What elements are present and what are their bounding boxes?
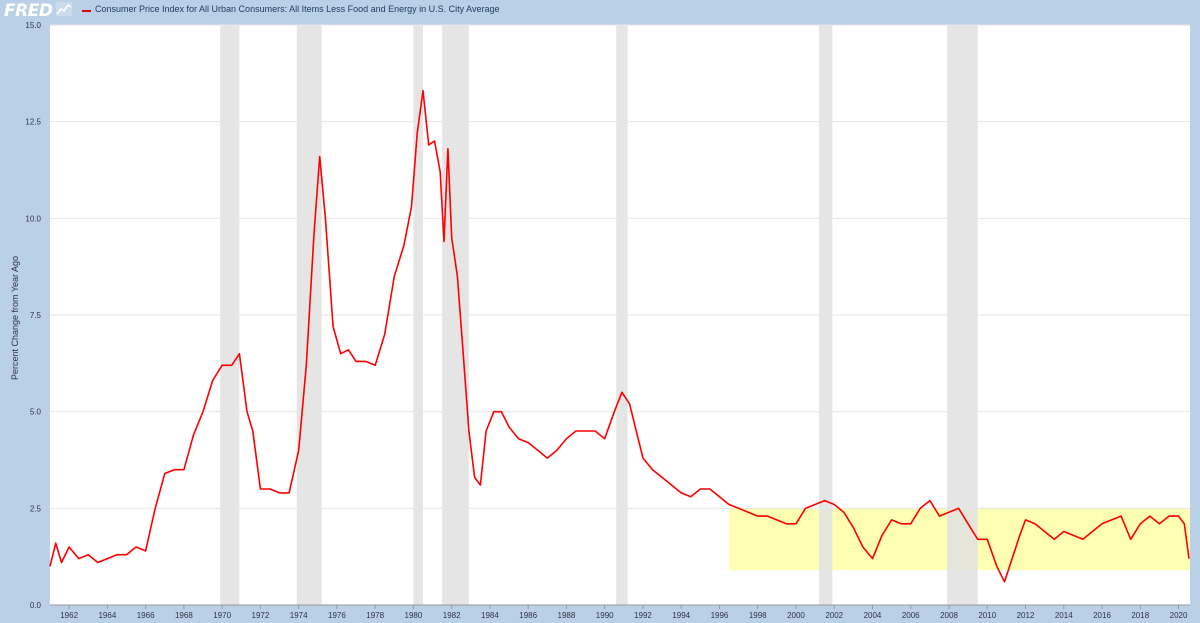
y-axis-label: Percent Change from Year Ago xyxy=(10,256,20,380)
x-tick-label: 1970 xyxy=(213,611,231,620)
y-tick-label: 10.0 xyxy=(25,214,41,223)
x-tick-label: 1968 xyxy=(175,611,193,620)
x-tick-label: 1962 xyxy=(60,611,78,620)
chart-header: FRED Consumer Price Index for All Urban … xyxy=(0,0,1200,22)
x-tick-label: 2000 xyxy=(787,611,805,620)
legend-swatch xyxy=(82,10,91,12)
x-tick-label: 1978 xyxy=(366,611,384,620)
x-tick-label: 1964 xyxy=(98,611,116,620)
x-tick-label: 1998 xyxy=(749,611,767,620)
legend-label: Consumer Price Index for All Urban Consu… xyxy=(95,4,500,14)
x-tick-label: 2010 xyxy=(978,611,996,620)
series-layer xyxy=(49,89,1190,583)
x-axis: 1962 1964 1966 1968 1970 1972 1974 1976 1978 1980… xyxy=(50,604,1190,620)
y-axis: 0.0 2.5 5.0 7.5 10.0 12.5 15.0 xyxy=(25,21,41,610)
x-tick-label: 1994 xyxy=(672,611,690,620)
x-tick-label: 1966 xyxy=(137,611,155,620)
series-line xyxy=(49,89,1190,583)
x-tick-label: 2014 xyxy=(1055,611,1073,620)
x-tick-label: 2006 xyxy=(902,611,920,620)
x-tick-label: 1972 xyxy=(252,611,270,620)
x-tick-label: 1976 xyxy=(328,611,346,620)
x-tick-label: 2008 xyxy=(940,611,958,620)
chart-icon xyxy=(56,2,72,16)
x-tick-label: 2018 xyxy=(1131,611,1149,620)
x-tick-label: 1980 xyxy=(405,611,423,620)
x-tick-label: 2016 xyxy=(1093,611,1111,620)
fred-logo[interactable]: FRED xyxy=(4,1,53,21)
x-tick-label: 1988 xyxy=(558,611,576,620)
x-tick-label: 1990 xyxy=(596,611,614,620)
y-tick-label: 12.5 xyxy=(25,118,41,127)
y-tick-label: 0.0 xyxy=(30,601,42,610)
y-tick-label: 7.5 xyxy=(30,311,42,320)
y-tick-label: 15.0 xyxy=(25,21,41,30)
x-tick-label: 1984 xyxy=(481,611,499,620)
x-tick-label: 2020 xyxy=(1170,611,1188,620)
y-tick-label: 2.5 xyxy=(30,504,42,513)
x-tick-label: 1996 xyxy=(711,611,729,620)
x-tick-label: 2004 xyxy=(864,611,882,620)
x-tick-label: 1992 xyxy=(634,611,652,620)
y-tick-label: 5.0 xyxy=(30,408,42,417)
x-tick-label: 2012 xyxy=(1017,611,1035,620)
x-tick-label: 2002 xyxy=(825,611,843,620)
x-tick-label: 1982 xyxy=(443,611,461,620)
x-tick-label: 1986 xyxy=(519,611,537,620)
x-tick-label: 1974 xyxy=(290,611,308,620)
